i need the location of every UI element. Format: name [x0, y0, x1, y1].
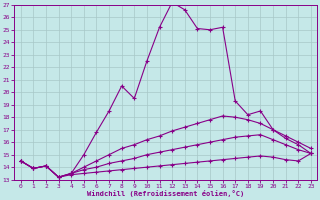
X-axis label: Windchill (Refroidissement éolien,°C): Windchill (Refroidissement éolien,°C)	[87, 190, 244, 197]
